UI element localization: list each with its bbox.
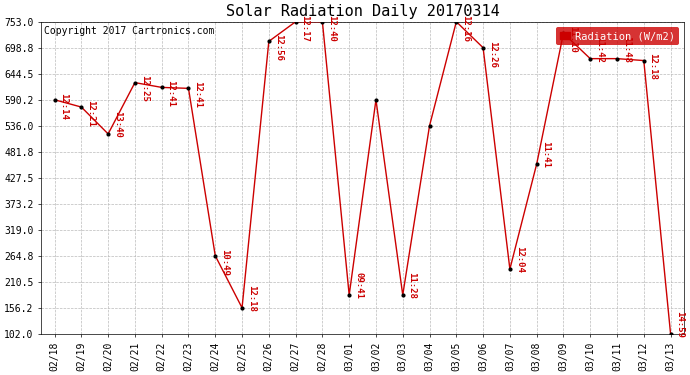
Text: 11:42: 11:42 (595, 36, 604, 63)
Point (49, 97, 60, 103)
Text: 14:59: 14:59 (676, 311, 684, 338)
Text: 12:25: 12:25 (140, 75, 149, 102)
Text: 12:18: 12:18 (649, 53, 658, 80)
Point (130, 80, 141, 86)
Text: 12:41: 12:41 (166, 80, 175, 107)
Text: 12:26: 12:26 (488, 40, 497, 68)
Point (264, 38, 275, 44)
Text: 12:21: 12:21 (86, 100, 95, 127)
Point (210, 253, 221, 259)
Text: 12:40: 12:40 (327, 15, 336, 41)
Text: 12:18: 12:18 (247, 285, 256, 312)
Text: Copyright 2017 Cartronics.com: Copyright 2017 Cartronics.com (44, 26, 215, 36)
Point (183, 86, 194, 92)
Point (76, 104, 87, 110)
Text: 12:16: 12:16 (461, 15, 470, 41)
Point (477, 45, 489, 51)
Title: Solar Radiation Daily 20170314: Solar Radiation Daily 20170314 (226, 4, 500, 19)
Point (103, 131, 114, 137)
Point (237, 305, 248, 311)
Text: 11:41: 11:41 (542, 141, 551, 168)
Text: 10:49: 10:49 (220, 249, 229, 276)
Point (558, 30, 569, 36)
Text: 09:41: 09:41 (354, 272, 363, 299)
Point (371, 97, 382, 103)
Point (584, 56, 595, 62)
Text: 12:14: 12:14 (59, 93, 68, 120)
Text: 11:48: 11:48 (622, 36, 631, 63)
Point (290, 19, 301, 25)
Point (504, 266, 515, 272)
Text: 12:04: 12:04 (515, 246, 524, 273)
Legend: Radiation (W/m2): Radiation (W/m2) (556, 27, 679, 45)
Point (531, 161, 542, 167)
Point (424, 123, 435, 129)
Text: 12:17: 12:17 (300, 15, 309, 41)
Text: 11:10: 11:10 (569, 26, 578, 53)
Text: 13:40: 13:40 (113, 111, 122, 138)
Point (344, 292, 355, 298)
Point (156, 84, 167, 90)
Point (451, 19, 462, 25)
Text: 11:28: 11:28 (408, 272, 417, 299)
Point (397, 292, 408, 298)
Point (665, 331, 676, 337)
Point (638, 57, 649, 63)
Text: 12:41: 12:41 (193, 81, 202, 108)
Point (611, 56, 622, 62)
Point (317, 19, 328, 25)
Text: 12:56: 12:56 (274, 34, 283, 61)
